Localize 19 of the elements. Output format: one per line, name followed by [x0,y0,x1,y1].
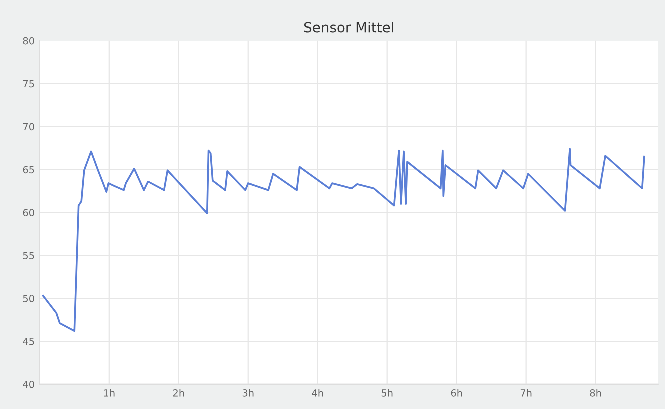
x-tick-label: 5h [382,389,393,397]
y-tick-label: 65 [23,166,34,174]
x-tick-label: 2h [173,389,184,397]
x-tick-label: 7h [520,389,532,397]
x-tick-label: 1h [104,389,115,397]
y-tick-label: 40 [23,380,34,388]
x-tick-label: 3h [242,389,254,397]
line-series [42,148,646,332]
x-tick-label: 6h [451,389,462,397]
x-tick-label: 4h [312,389,324,397]
x-tick-label: 8h [590,389,602,397]
y-tick-label: 50 [23,295,34,302]
chart-title: Sensor Mittel [304,22,394,33]
y-tick-label: 60 [23,209,34,217]
y-tick-label: 70 [23,123,34,131]
y-tick-label: 55 [23,252,34,260]
y-tick-label: 45 [23,338,34,346]
y-tick-label: 80 [23,37,34,45]
y-tick-label: 75 [23,80,34,88]
